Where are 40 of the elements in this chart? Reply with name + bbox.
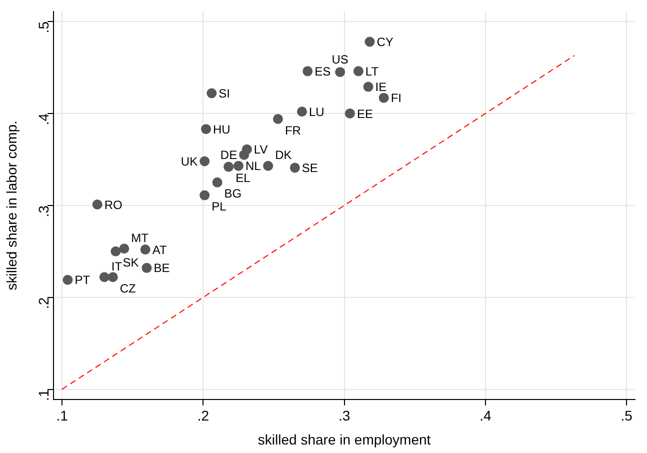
data-label: PT [74, 273, 91, 288]
y-tick-label: .5 [35, 21, 52, 34]
x-tick-label: .4 [480, 408, 492, 424]
data-label: CY [376, 35, 394, 50]
data-label: IE [375, 80, 387, 94]
data-label: RO [104, 198, 122, 212]
data-label: IT [111, 259, 123, 274]
x-tick-label: .5 [620, 408, 633, 424]
data-label: ES [314, 64, 331, 78]
data-label: DK [275, 148, 292, 162]
data-label: AT [152, 242, 168, 257]
x-tick-label: .1 [56, 408, 68, 424]
data-label: LV [254, 142, 268, 157]
y-axis-title: skilled share in labor comp. [3, 120, 20, 290]
data-label: LU [308, 104, 324, 119]
data-label: US [332, 52, 348, 66]
data-label: PL [212, 200, 227, 214]
data-label: HU [213, 122, 230, 136]
data-label: UK [180, 154, 198, 169]
data-label: SK [122, 256, 139, 270]
x-tick-label: .3 [338, 408, 350, 424]
y-tick-label: .4 [35, 113, 52, 126]
y-tick-label: .3 [35, 205, 52, 218]
y-tick-label: .2 [35, 297, 52, 310]
data-label: LT [365, 64, 380, 78]
data-label: DE [220, 148, 238, 162]
data-label: MT [131, 230, 150, 245]
data-label: NL [245, 159, 262, 174]
data-label: SI [218, 86, 230, 101]
data-label: CZ [120, 281, 136, 296]
data-label: EL [236, 171, 251, 186]
y-tick-label: .1 [35, 389, 52, 401]
data-label: BG [224, 186, 242, 201]
data-label: BE [154, 261, 170, 276]
data-label: FI [390, 91, 402, 106]
x-tick-label: .2 [197, 408, 210, 424]
data-label: FR [284, 123, 302, 138]
data-label: SE [302, 161, 318, 176]
x-axis-title: skilled share in employment [258, 431, 431, 448]
data-label: EE [356, 106, 373, 121]
